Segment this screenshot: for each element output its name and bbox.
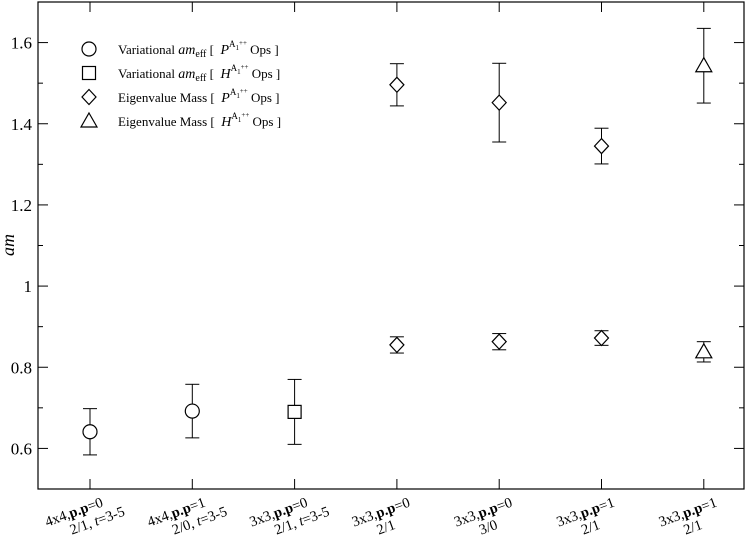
x-category-label: 4x4,p.p=12/0, t=3-5 [145,495,229,539]
x-category-line1: 3x3,p.p=0 [350,495,412,531]
legend-label: Variational ameff [ HA1++ Ops ] [118,63,280,84]
y-tick-label: 1 [24,277,33,296]
legend: Variational ameff [ PA1++ Ops ] Variation… [79,39,281,130]
x-category-line2: 2/1 [682,517,705,538]
y-tick-label: 1.6 [11,34,32,53]
x-category-label: 3x3,p.p=12/1 [554,495,616,539]
data-point-diamond [593,127,610,165]
marker-diamond [593,329,610,347]
y-axis-label: am [0,234,18,256]
data-point-diamond [389,63,405,107]
x-category-line2: 2/1 [375,517,398,538]
data-point-diamond [593,329,610,347]
data-point-triangle [694,27,713,104]
legend-entry: Variational ameff [ HA1++ Ops ] [81,63,280,84]
marker-triangle [694,342,713,359]
marker-triangle [694,56,713,73]
y-tick-label: 1.4 [11,115,33,134]
y-tick-label: 0.6 [11,439,32,458]
marker-square [287,404,302,419]
legend-marker-circle [81,41,97,57]
legend-entry: Eigenvalue Mass [ HA1++ Ops ] [79,111,281,130]
data-point-circle [82,408,98,456]
y-tick-label: 1.2 [11,196,32,215]
marker-diamond [491,94,508,112]
x-category-label: 3x3,p.p=12/1 [657,495,719,539]
legend-label: Eigenvalue Mass [ HA1++ Ops ] [118,111,281,130]
data-point-diamond [389,336,405,354]
data-point-triangle [694,341,713,363]
data-point-diamond [491,333,508,351]
legend-label: Variational ameff [ PA1++ Ops ] [118,39,279,60]
x-category-label: 3x3,p.p=02/1, t=3-5 [248,495,332,539]
legend-marker-diamond [81,88,97,106]
data-point-diamond [491,62,508,143]
data-point-square [287,378,302,445]
marker-circle [184,403,200,419]
data-point-circle [184,383,200,439]
x-axis: 4x4,p.p=02/1, t=3-5 4x4,p.p=12/0, t=3-5 3x… [43,2,719,539]
legend-marker-square [81,65,97,81]
legend-entry: Eigenvalue Mass [ PA1++ Ops ] [81,87,280,106]
marker-diamond [389,336,405,354]
y-tick-label: 0.8 [11,358,32,377]
marker-circle [82,424,98,440]
marker-diamond [389,76,405,94]
x-category-label: 3x3,p.p=02/1 [350,495,412,539]
legend-entry: Variational ameff [ PA1++ Ops ] [81,39,279,60]
y-axis: 0.6 0.8 1 1.2 1.4 1.6 [11,1,744,490]
x-category-line2: 2/1 [579,517,602,538]
data-marks [82,27,713,456]
x-category-line2: 3/0 [477,517,500,538]
legend-label: Eigenvalue Mass [ PA1++ Ops ] [118,87,280,106]
x-category-label: 3x3,p.p=03/0 [452,495,514,539]
marker-diamond [593,137,610,155]
x-category-label: 4x4,p.p=02/1, t=3-5 [43,495,127,539]
legend-marker-triangle [79,111,99,128]
marker-diamond [491,333,508,351]
